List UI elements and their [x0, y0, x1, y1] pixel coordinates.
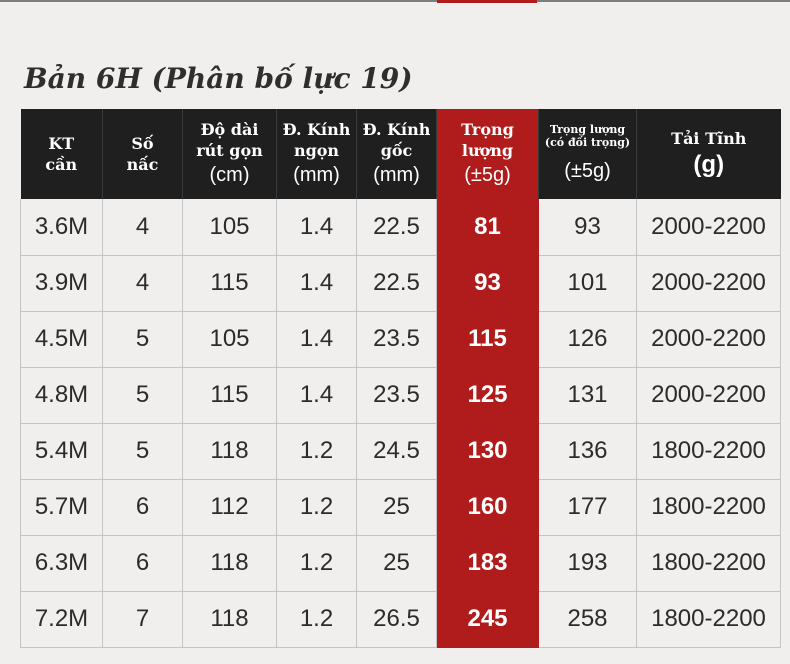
length-cell: 4.5M [20, 311, 103, 368]
table-row: 5.7M 6 112 1.2 25 160 177 1800-2200 [20, 479, 781, 536]
sections-cell: 6 [102, 479, 183, 536]
sections-cell: 6 [102, 535, 183, 592]
static-load-cell: 1800-2200 [636, 591, 781, 648]
tip-diameter-cell: 1.2 [276, 423, 357, 480]
tip-diameter-cell: 1.4 [276, 311, 357, 368]
length-cell: 6.3M [20, 535, 103, 592]
weight-counterbalance-cell: 126 [538, 311, 637, 368]
sections-cell: 5 [102, 423, 183, 480]
tip-diameter-cell: 1.4 [276, 367, 357, 424]
static-load-cell: 2000-2200 [636, 311, 781, 368]
retracted-length-cell: 118 [182, 535, 277, 592]
header-tip-diameter: Đ. Kính ngọn (mm) [276, 109, 357, 199]
retracted-length-cell: 118 [182, 423, 277, 480]
retracted-length-cell: 105 [182, 311, 277, 368]
header-retracted-length: Độ dài rút gọn (cm) [182, 109, 277, 199]
header-length: KT cần [20, 109, 103, 199]
sections-cell: 4 [102, 255, 183, 312]
weight-counterbalance-cell: 101 [538, 255, 637, 312]
butt-diameter-cell: 24.5 [356, 423, 437, 480]
table-row: 7.2M 7 118 1.2 26.5 245 258 1800-2200 [20, 591, 781, 648]
top-accent-bar [437, 0, 537, 3]
weight-counterbalance-cell: 93 [538, 199, 637, 256]
retracted-length-cell: 118 [182, 591, 277, 648]
weight-counterbalance-cell: 177 [538, 479, 637, 536]
tip-diameter-cell: 1.4 [276, 255, 357, 312]
tip-diameter-cell: 1.2 [276, 591, 357, 648]
header-sections: Số nấc [102, 109, 183, 199]
header-weight: Trọng lượng (±5g) [436, 109, 539, 199]
tip-diameter-cell: 1.4 [276, 199, 357, 256]
header-static-load: Tải Tĩnh (g) [636, 109, 781, 199]
weight-cell: 115 [436, 311, 539, 368]
weight-counterbalance-cell: 136 [538, 423, 637, 480]
length-cell: 3.6M [20, 199, 103, 256]
length-cell: 7.2M [20, 591, 103, 648]
weight-cell: 125 [436, 367, 539, 424]
tip-diameter-cell: 1.2 [276, 479, 357, 536]
butt-diameter-cell: 23.5 [356, 311, 437, 368]
table-row: 3.9M 4 115 1.4 22.5 93 101 2000-2200 [20, 255, 781, 312]
weight-cell: 81 [436, 199, 539, 256]
sections-cell: 7 [102, 591, 183, 648]
retracted-length-cell: 112 [182, 479, 277, 536]
butt-diameter-cell: 22.5 [356, 255, 437, 312]
table-row: 4.5M 5 105 1.4 23.5 115 126 2000-2200 [20, 311, 781, 368]
length-cell: 5.7M [20, 479, 103, 536]
retracted-length-cell: 115 [182, 367, 277, 424]
sections-cell: 4 [102, 199, 183, 256]
length-cell: 3.9M [20, 255, 103, 312]
sections-cell: 5 [102, 367, 183, 424]
butt-diameter-cell: 22.5 [356, 199, 437, 256]
static-load-cell: 1800-2200 [636, 479, 781, 536]
table-row: 5.4M 5 118 1.2 24.5 130 136 1800-2200 [20, 423, 781, 480]
length-cell: 5.4M [20, 423, 103, 480]
table-row: 6.3M 6 118 1.2 25 183 193 1800-2200 [20, 535, 781, 592]
page-title: Bản 6H (Phân bố lực 19) [24, 62, 413, 95]
static-load-cell: 2000-2200 [636, 367, 781, 424]
top-divider [0, 0, 790, 2]
header-row: KT cần Số nấc Độ dài rút gọn (cm) Đ. Kính ng… [20, 109, 781, 199]
sections-cell: 5 [102, 311, 183, 368]
tip-diameter-cell: 1.2 [276, 535, 357, 592]
retracted-length-cell: 105 [182, 199, 277, 256]
weight-cell: 183 [436, 535, 539, 592]
static-load-cell: 1800-2200 [636, 423, 781, 480]
header-weight-counterbalance: Trọng lượng (có đối trọng) (±5g) [538, 109, 637, 199]
weight-counterbalance-cell: 193 [538, 535, 637, 592]
static-load-cell: 1800-2200 [636, 535, 781, 592]
spec-table: KT cần Số nấc Độ dài rút gọn (cm) Đ. Kính ng… [20, 109, 781, 648]
weight-counterbalance-cell: 131 [538, 367, 637, 424]
header-butt-diameter: Đ. Kính gốc (mm) [356, 109, 437, 199]
butt-diameter-cell: 25 [356, 535, 437, 592]
length-cell: 4.8M [20, 367, 103, 424]
weight-counterbalance-cell: 258 [538, 591, 637, 648]
static-load-cell: 2000-2200 [636, 255, 781, 312]
table-row: 4.8M 5 115 1.4 23.5 125 131 2000-2200 [20, 367, 781, 424]
weight-cell: 160 [436, 479, 539, 536]
table-row: 3.6M 4 105 1.4 22.5 81 93 2000-2200 [20, 199, 781, 256]
weight-cell: 245 [436, 591, 539, 648]
butt-diameter-cell: 23.5 [356, 367, 437, 424]
retracted-length-cell: 115 [182, 255, 277, 312]
static-load-cell: 2000-2200 [636, 199, 781, 256]
butt-diameter-cell: 25 [356, 479, 437, 536]
weight-cell: 130 [436, 423, 539, 480]
butt-diameter-cell: 26.5 [356, 591, 437, 648]
weight-cell: 93 [436, 255, 539, 312]
